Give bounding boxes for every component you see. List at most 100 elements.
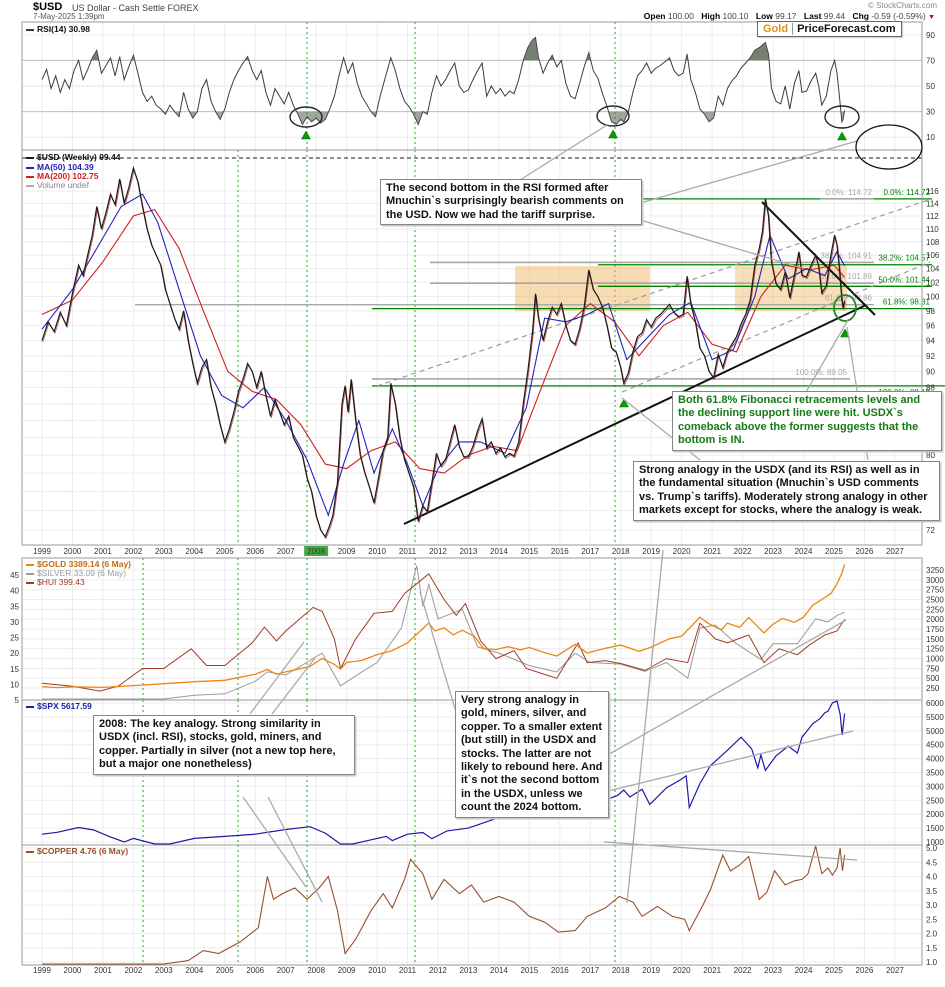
svg-text:2250: 2250 [926,605,944,614]
svg-text:2020: 2020 [673,966,691,975]
svg-text:2007: 2007 [277,547,295,556]
chg-label: Chg [852,11,869,21]
svg-text:2018: 2018 [612,547,630,556]
svg-text:1000: 1000 [926,655,944,664]
svg-text:114: 114 [926,199,939,208]
svg-text:2015: 2015 [520,547,538,556]
chg-value: -0.59 (-0.59%) [871,11,926,21]
spx-legend: $SPX 5617.59 [26,701,92,711]
svg-text:4500: 4500 [926,741,944,750]
svg-text:5.0: 5.0 [926,844,938,853]
svg-text:2011: 2011 [399,966,417,975]
high-label: High [701,11,721,21]
svg-text:2011: 2011 [399,547,417,556]
svg-text:110: 110 [926,225,939,234]
svg-text:2004: 2004 [185,547,203,556]
svg-text:3.0: 3.0 [926,901,938,910]
ma50-legend-label: MA(50) 104.39 [37,162,94,172]
priceforecast-badge[interactable]: Gold PriceForecast.com [757,21,902,37]
svg-text:750: 750 [926,664,940,673]
symbol-description: US Dollar - Cash Settle FOREX [72,3,199,13]
svg-text:15: 15 [10,665,19,674]
svg-text:20: 20 [10,649,19,658]
svg-text:1000: 1000 [926,838,944,847]
svg-text:2019: 2019 [642,547,660,556]
svg-text:61.8%: 98.86: 61.8%: 98.86 [825,294,873,303]
copper-legend-label: $COPPER 4.76 (6 May) [37,846,129,856]
svg-text:1500: 1500 [926,635,944,644]
spx-legend-label: $SPX 5617.59 [37,701,92,711]
svg-text:10: 10 [10,680,19,689]
svg-text:50.0%: 101.44: 50.0%: 101.44 [878,275,930,284]
svg-text:2013: 2013 [460,547,478,556]
svg-text:2006: 2006 [246,547,264,556]
ma50-legend: MA(50) 104.39 [26,162,94,172]
svg-text:2018: 2018 [612,966,630,975]
chg-down-arrow-icon[interactable]: ▼ [928,14,935,21]
svg-text:102: 102 [926,278,940,287]
svg-text:2008: 2008 [307,547,325,556]
volume-bars-icon [26,184,34,187]
svg-text:2000: 2000 [926,810,944,819]
svg-text:25: 25 [10,634,19,643]
svg-text:4.5: 4.5 [926,858,938,867]
spx-line-icon [26,705,34,708]
svg-text:3000: 3000 [926,782,944,791]
svg-text:88: 88 [926,383,935,392]
svg-text:4000: 4000 [926,755,944,764]
svg-text:2004: 2004 [185,966,203,975]
svg-text:2002: 2002 [124,547,142,556]
svg-text:2019: 2019 [642,966,660,975]
svg-text:2016: 2016 [551,547,569,556]
rsi-legend: RSI(14) 30.98 [26,24,90,34]
copper-line-icon [26,850,34,853]
svg-text:2023: 2023 [764,547,782,556]
svg-text:2015: 2015 [520,966,538,975]
svg-text:2010: 2010 [368,547,386,556]
silver-legend: $SILVER 33.09 (6 May) [26,568,126,578]
svg-text:2006: 2006 [246,966,264,975]
open-value: 100.00 [667,11,694,21]
ma200-legend-label: MA(200) 102.75 [37,171,99,181]
svg-text:92: 92 [926,352,935,361]
hui-line-icon [26,581,34,584]
svg-text:2017: 2017 [581,966,599,975]
svg-text:1.0: 1.0 [926,958,938,967]
svg-text:80: 80 [926,451,935,460]
svg-text:1999: 1999 [33,547,51,556]
svg-text:61.8%: 98.31: 61.8%: 98.31 [883,298,931,307]
svg-text:38.2%: 104.91: 38.2%: 104.91 [820,251,872,260]
svg-text:10: 10 [926,133,935,142]
svg-text:2020: 2020 [673,547,691,556]
svg-text:106: 106 [926,251,940,260]
svg-text:2007: 2007 [277,966,295,975]
svg-text:2.0: 2.0 [926,930,938,939]
svg-text:2001: 2001 [94,966,112,975]
svg-text:0.0%: 114.72: 0.0%: 114.72 [883,188,930,197]
svg-text:2024: 2024 [795,966,813,975]
ma50-line-icon [26,166,34,169]
svg-text:2001: 2001 [94,547,112,556]
svg-text:5: 5 [15,696,20,705]
badge-gold-label: Gold [763,23,794,35]
ma200-legend: MA(200) 102.75 [26,171,98,181]
svg-text:2012: 2012 [429,547,447,556]
gold-legend-label: $GOLD 3389.14 (6 May) [37,559,132,569]
svg-text:90: 90 [926,367,935,376]
svg-text:1.5: 1.5 [926,944,938,953]
copyright-stockcharts: © StockCharts.com [867,1,937,10]
svg-text:5000: 5000 [926,727,944,736]
svg-text:30: 30 [10,618,19,627]
hui-legend: $HUI 399.43 [26,577,85,587]
open-label: Open [643,11,666,21]
svg-text:2003: 2003 [155,966,173,975]
usd-line-icon [26,156,34,159]
svg-text:2013: 2013 [460,966,478,975]
svg-text:6000: 6000 [926,699,944,708]
badge-site-label: PriceForecast.com [797,23,896,35]
svg-text:2022: 2022 [734,547,752,556]
svg-text:94: 94 [926,336,935,345]
svg-text:70: 70 [926,56,935,65]
svg-text:40: 40 [10,587,19,596]
